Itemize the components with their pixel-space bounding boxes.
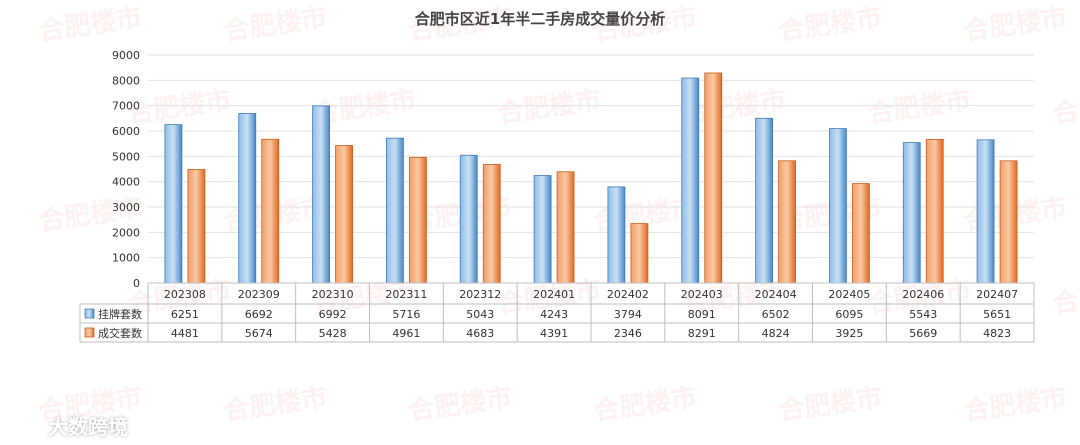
- data-label: 4481: [171, 327, 199, 340]
- watermark: 合肥楼市: [866, 84, 973, 129]
- data-label: 3794: [614, 308, 642, 321]
- x-tick-label: 202308: [164, 288, 206, 301]
- data-label: 3925: [835, 327, 863, 340]
- watermark: 合肥楼市: [592, 382, 699, 427]
- x-tick-label: 202404: [755, 288, 797, 301]
- y-tick-label: 5000: [112, 150, 140, 163]
- bar-deal: [999, 160, 1018, 284]
- y-tick-label: 7000: [112, 100, 140, 113]
- data-label: 8291: [688, 327, 716, 340]
- data-label: 2346: [614, 327, 642, 340]
- data-label: 4823: [983, 327, 1011, 340]
- bar-deal: [704, 72, 723, 284]
- watermark: 合肥楼市: [126, 84, 233, 129]
- y-tick-label: 4000: [112, 176, 140, 189]
- legend-label: 成交套数: [98, 326, 142, 340]
- watermark: 合肥楼市: [1051, 274, 1080, 319]
- x-tick-label: 202311: [385, 288, 427, 301]
- bar-deal: [778, 160, 796, 284]
- infinity-logo-icon: [15, 418, 35, 432]
- bar-deal: [630, 223, 649, 284]
- chart-title: 合肥市区近1年半二手房成交量价分析: [414, 10, 665, 28]
- x-tick-label: 202407: [976, 288, 1018, 301]
- x-tick-label: 202310: [312, 288, 354, 301]
- data-label: 5651: [983, 308, 1011, 321]
- watermark: 合肥楼市: [777, 2, 884, 47]
- bar-listing: [238, 113, 257, 284]
- watermark: 合肥楼市: [962, 2, 1069, 47]
- bar-listing: [755, 117, 773, 284]
- legend-swatch-listing: [84, 308, 95, 319]
- bar-listing: [164, 124, 183, 284]
- bar-deal: [925, 138, 944, 284]
- watermark: 合肥楼市: [222, 382, 329, 427]
- bar-deal: [261, 138, 280, 284]
- bar-deal: [556, 171, 575, 284]
- x-tick-label: 202406: [902, 288, 944, 301]
- watermark: 合肥楼市: [1051, 84, 1080, 129]
- watermark: 合肥楼市: [407, 382, 514, 427]
- y-tick-label: 1000: [112, 252, 140, 265]
- y-tick-label: 2000: [112, 226, 140, 239]
- x-tick-label: 202405: [828, 288, 870, 301]
- bar-listing: [829, 128, 847, 284]
- data-label: 4391: [540, 327, 568, 340]
- data-label: 8091: [688, 308, 716, 321]
- watermark: 合肥楼市: [37, 2, 144, 47]
- data-label: 6992: [319, 308, 347, 321]
- x-tick-label: 202402: [607, 288, 649, 301]
- data-label: 6502: [762, 308, 790, 321]
- bar-deal: [852, 183, 870, 284]
- bar-deal: [187, 169, 206, 284]
- y-tick-label: 3000: [112, 201, 140, 214]
- brand-badge: 大数跨境: [8, 410, 128, 440]
- data-label: 5674: [245, 327, 273, 340]
- data-label: 5716: [392, 308, 420, 321]
- bar-deal: [482, 163, 501, 284]
- x-tick-label: 202401: [533, 288, 575, 301]
- watermark: 合肥楼市: [496, 84, 603, 129]
- data-label: 4824: [762, 327, 790, 340]
- data-label: 5428: [319, 327, 347, 340]
- data-label: 5043: [466, 308, 494, 321]
- y-tick-label: 6000: [112, 125, 140, 138]
- data-label: 4961: [392, 327, 420, 340]
- bar-deal: [409, 156, 427, 284]
- y-tick-label: 0: [133, 277, 140, 290]
- legend-label: 挂牌套数: [98, 307, 142, 321]
- data-label: 6095: [835, 308, 863, 321]
- y-tick-label: 8000: [112, 74, 140, 87]
- brand-label: 大数跨境: [48, 414, 128, 439]
- data-label: 5669: [909, 327, 937, 340]
- data-label: 5543: [909, 308, 937, 321]
- watermark: 合肥楼市: [962, 382, 1069, 427]
- bar-listing: [976, 139, 995, 284]
- bar-listing: [607, 186, 626, 284]
- data-label: 6251: [171, 308, 199, 321]
- bar-deal: [335, 145, 353, 284]
- watermark: 合肥楼市: [777, 382, 884, 427]
- x-tick-label: 202312: [459, 288, 501, 301]
- data-label: 6692: [245, 308, 273, 321]
- bar-listing: [533, 175, 552, 284]
- data-label: 4683: [466, 327, 494, 340]
- legend-swatch-deal: [84, 327, 95, 338]
- bar-listing: [386, 137, 404, 284]
- x-tick-label: 202403: [681, 288, 723, 301]
- bar-listing: [902, 142, 921, 284]
- y-tick-label: 9000: [112, 49, 140, 62]
- bar-listing: [459, 154, 478, 284]
- bar-listing: [312, 105, 330, 284]
- data-label: 4243: [540, 308, 568, 321]
- watermark: 合肥楼市: [222, 2, 329, 47]
- x-tick-label: 202309: [238, 288, 280, 301]
- bar-listing: [681, 77, 700, 284]
